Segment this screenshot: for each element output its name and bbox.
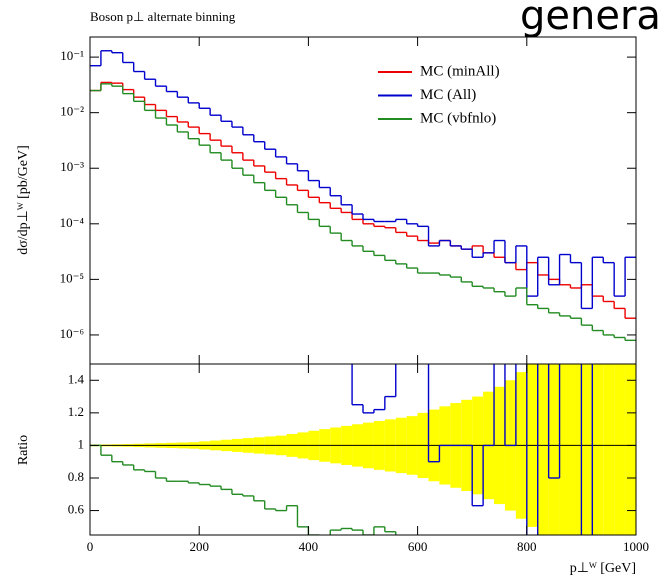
uncertainty-band	[581, 364, 593, 535]
uncertainty-band	[548, 364, 560, 535]
chart-title: Boson p⊥ alternate binning	[90, 9, 236, 24]
x-tick-label: 200	[189, 539, 209, 554]
y-axis-label: dσ/dp⊥ᵂ [pb/GeV]	[16, 145, 31, 255]
uncertainty-band	[625, 364, 636, 535]
y-tick-label: 10⁻⁵	[60, 270, 84, 285]
panel-frame	[89, 363, 637, 536]
ratio-axis-label: Ratio	[16, 435, 31, 465]
legend-label: MC (vbfnlo)	[420, 110, 496, 126]
y-tick-label: 10⁻⁴	[60, 215, 85, 230]
x-axis-label: p⊥ᵂ [GeV]	[570, 561, 636, 576]
y-tick-label: 0.6	[68, 502, 85, 517]
plot-area	[90, 50, 636, 342]
uncertainty-band	[614, 364, 626, 535]
uncertainty-band	[592, 364, 604, 535]
annotation: genera	[520, 0, 658, 39]
y-tick-label: 10⁻³	[60, 159, 84, 174]
legend-label: MC (All)	[420, 87, 476, 103]
plot-area	[90, 364, 636, 535]
y-tick-label: 10⁻²	[60, 104, 84, 119]
x-tick-label: 800	[517, 539, 537, 554]
legend-label: MC (minAll)	[420, 63, 500, 79]
y-tick-label: 10⁻⁶	[60, 326, 84, 341]
x-tick-label: 600	[408, 539, 428, 554]
panel-frame	[89, 36, 637, 365]
x-tick-label: 1000	[623, 539, 649, 554]
y-tick-label: 10⁻¹	[60, 48, 84, 63]
uncertainty-band	[559, 364, 571, 535]
y-tick-label: 1.4	[68, 371, 85, 386]
y-tick-label: 1.2	[68, 404, 84, 419]
uncertainty-band	[603, 364, 615, 535]
uncertainty-band	[570, 364, 582, 535]
x-tick-label: 400	[299, 539, 319, 554]
y-tick-label: 0.8	[68, 469, 84, 484]
y-tick-label: 1	[78, 436, 85, 451]
x-tick-label: 0	[87, 539, 94, 554]
uncertainty-band	[537, 364, 549, 535]
